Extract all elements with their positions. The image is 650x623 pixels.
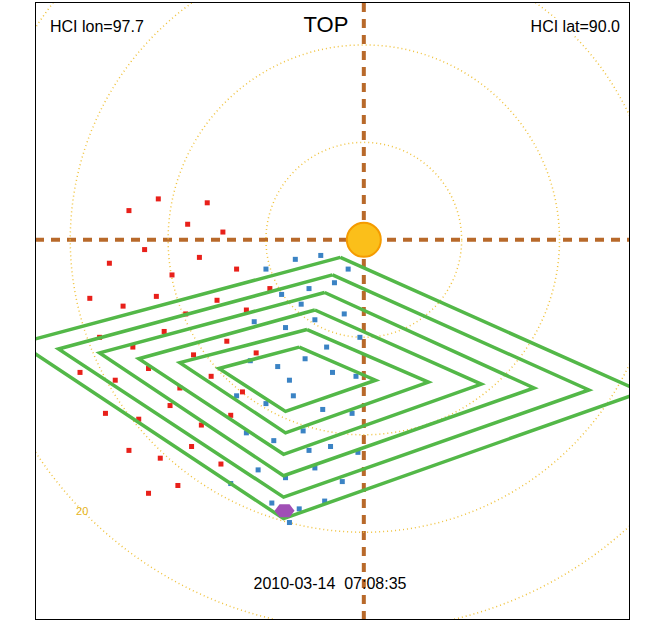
html-text:HCI lat=90.0: HCI lat=90.0 [530, 18, 620, 35]
html-text:TOP: TOP [303, 12, 349, 37]
html-text:2010-03-14 07:08:35: 2010-03-14 07:08:35 [253, 575, 407, 592]
html-text:HCI lon=97.7: HCI lon=97.7 [50, 18, 144, 35]
svg-text:20: 20 [76, 505, 88, 517]
